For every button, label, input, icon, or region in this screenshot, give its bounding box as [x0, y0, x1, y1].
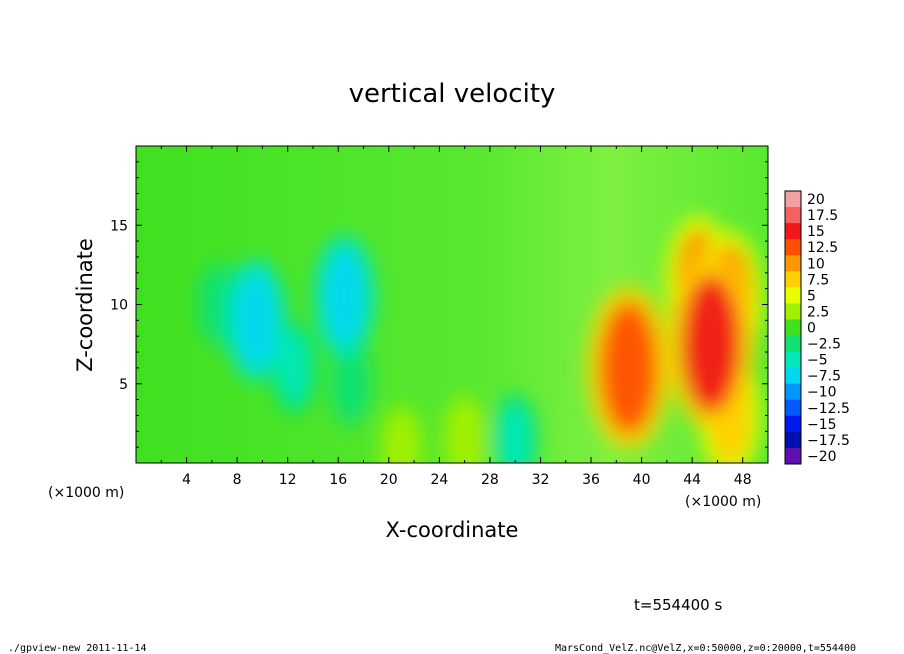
- colorbar-swatch: [785, 191, 801, 208]
- x-tick-label: 4: [182, 472, 191, 488]
- colorbar-label: −17.5: [807, 433, 850, 449]
- x-tick-label: 44: [683, 472, 701, 488]
- field-feature-downdraft: [278, 331, 310, 405]
- field-feature-updraft: [387, 413, 416, 463]
- colorbar-swatch: [785, 399, 801, 417]
- colorbar-swatch: [785, 303, 801, 320]
- chart-title: vertical velocity: [349, 79, 556, 109]
- x-unit-label-left: (×1000 m): [48, 485, 124, 501]
- colorbar-label: −20: [807, 449, 837, 465]
- x-axis-label: X-coordinate: [386, 518, 519, 542]
- colorbar-swatch: [785, 351, 801, 369]
- x-tick-label: 32: [532, 472, 550, 488]
- colorbar-label: 7.5: [807, 272, 829, 288]
- field-feature-downdraft: [336, 350, 366, 418]
- x-tick-label: 20: [380, 472, 398, 488]
- footer-source: MarsCond_VelZ.nc@VelZ,x=0:50000,z=0:2000…: [555, 643, 856, 654]
- colorbar-label: −2.5: [807, 337, 841, 353]
- colorbar-swatch: [785, 287, 801, 304]
- field-feature-updraft: [449, 404, 480, 463]
- colorbar-swatch: [785, 319, 801, 337]
- colorbar-label: 20: [807, 192, 825, 208]
- field-feature-updraft: [681, 275, 741, 413]
- plot-area: [136, 146, 768, 463]
- colorbar: 2017.51512.5107.552.50−2.5−5−7.5−10−12.5…: [784, 190, 850, 465]
- colorbar-label: −12.5: [807, 401, 850, 417]
- colorbar-label: 15: [807, 224, 825, 240]
- y-tick-label: 15: [110, 218, 128, 234]
- x-tick-label: 36: [582, 472, 600, 488]
- y-axis-ticks: 5 10 15: [110, 161, 768, 448]
- colorbar-label: −10: [807, 385, 837, 401]
- field-feature-updraft: [600, 302, 658, 434]
- field-features: [196, 214, 764, 463]
- x-tick-label: 28: [481, 472, 499, 488]
- colorbar-label: 10: [807, 256, 825, 272]
- colorbar-swatch: [785, 223, 801, 240]
- x-tick-label: 12: [279, 472, 297, 488]
- y-axis-label: Z-coordinate: [73, 238, 97, 372]
- colorbar-label: 2.5: [807, 304, 829, 320]
- field-feature-downdraft: [234, 270, 278, 370]
- colorbar-label: −7.5: [807, 369, 841, 385]
- colorbar-label: 0: [807, 321, 816, 337]
- colorbar-swatch: [785, 431, 801, 449]
- colorbar-swatch: [785, 207, 801, 224]
- time-label: t=554400 s: [634, 596, 722, 614]
- y-tick-label: 10: [110, 298, 128, 314]
- x-tick-label: 8: [233, 472, 242, 488]
- colorbar-swatch: [785, 415, 801, 433]
- colorbar-label: 5: [807, 288, 816, 304]
- colorbar-swatch: [785, 271, 801, 288]
- colorbar-swatch: [785, 335, 801, 353]
- colorbar-swatch: [785, 255, 801, 272]
- x-tick-label: 16: [329, 472, 347, 488]
- colorbar-swatch: [785, 367, 801, 385]
- colorbar-label: −5: [807, 353, 828, 369]
- y-unit-label-right: (×1000 m): [685, 494, 761, 510]
- x-tick-label: 24: [430, 472, 448, 488]
- colorbar-label: 12.5: [807, 240, 838, 256]
- colorbar-label: −15: [807, 417, 837, 433]
- x-axis-ticks: 4 8 12 16 20 24 28 32 36 40 44 48: [160, 146, 752, 488]
- footer-program: ./gpview-new 2011-11-14: [8, 643, 146, 654]
- colorbar-swatch: [785, 447, 801, 465]
- colorbar-swatch: [785, 383, 801, 401]
- y-tick-label: 5: [119, 377, 128, 393]
- field-feature-downdraft: [499, 402, 531, 463]
- colorbar-label: 17.5: [807, 208, 838, 224]
- field-feature-downdraft: [323, 246, 366, 347]
- x-tick-label: 40: [633, 472, 651, 488]
- colorbar-frame: [784, 190, 802, 465]
- colorbar-swatch: [785, 239, 801, 256]
- x-tick-label: 48: [734, 472, 752, 488]
